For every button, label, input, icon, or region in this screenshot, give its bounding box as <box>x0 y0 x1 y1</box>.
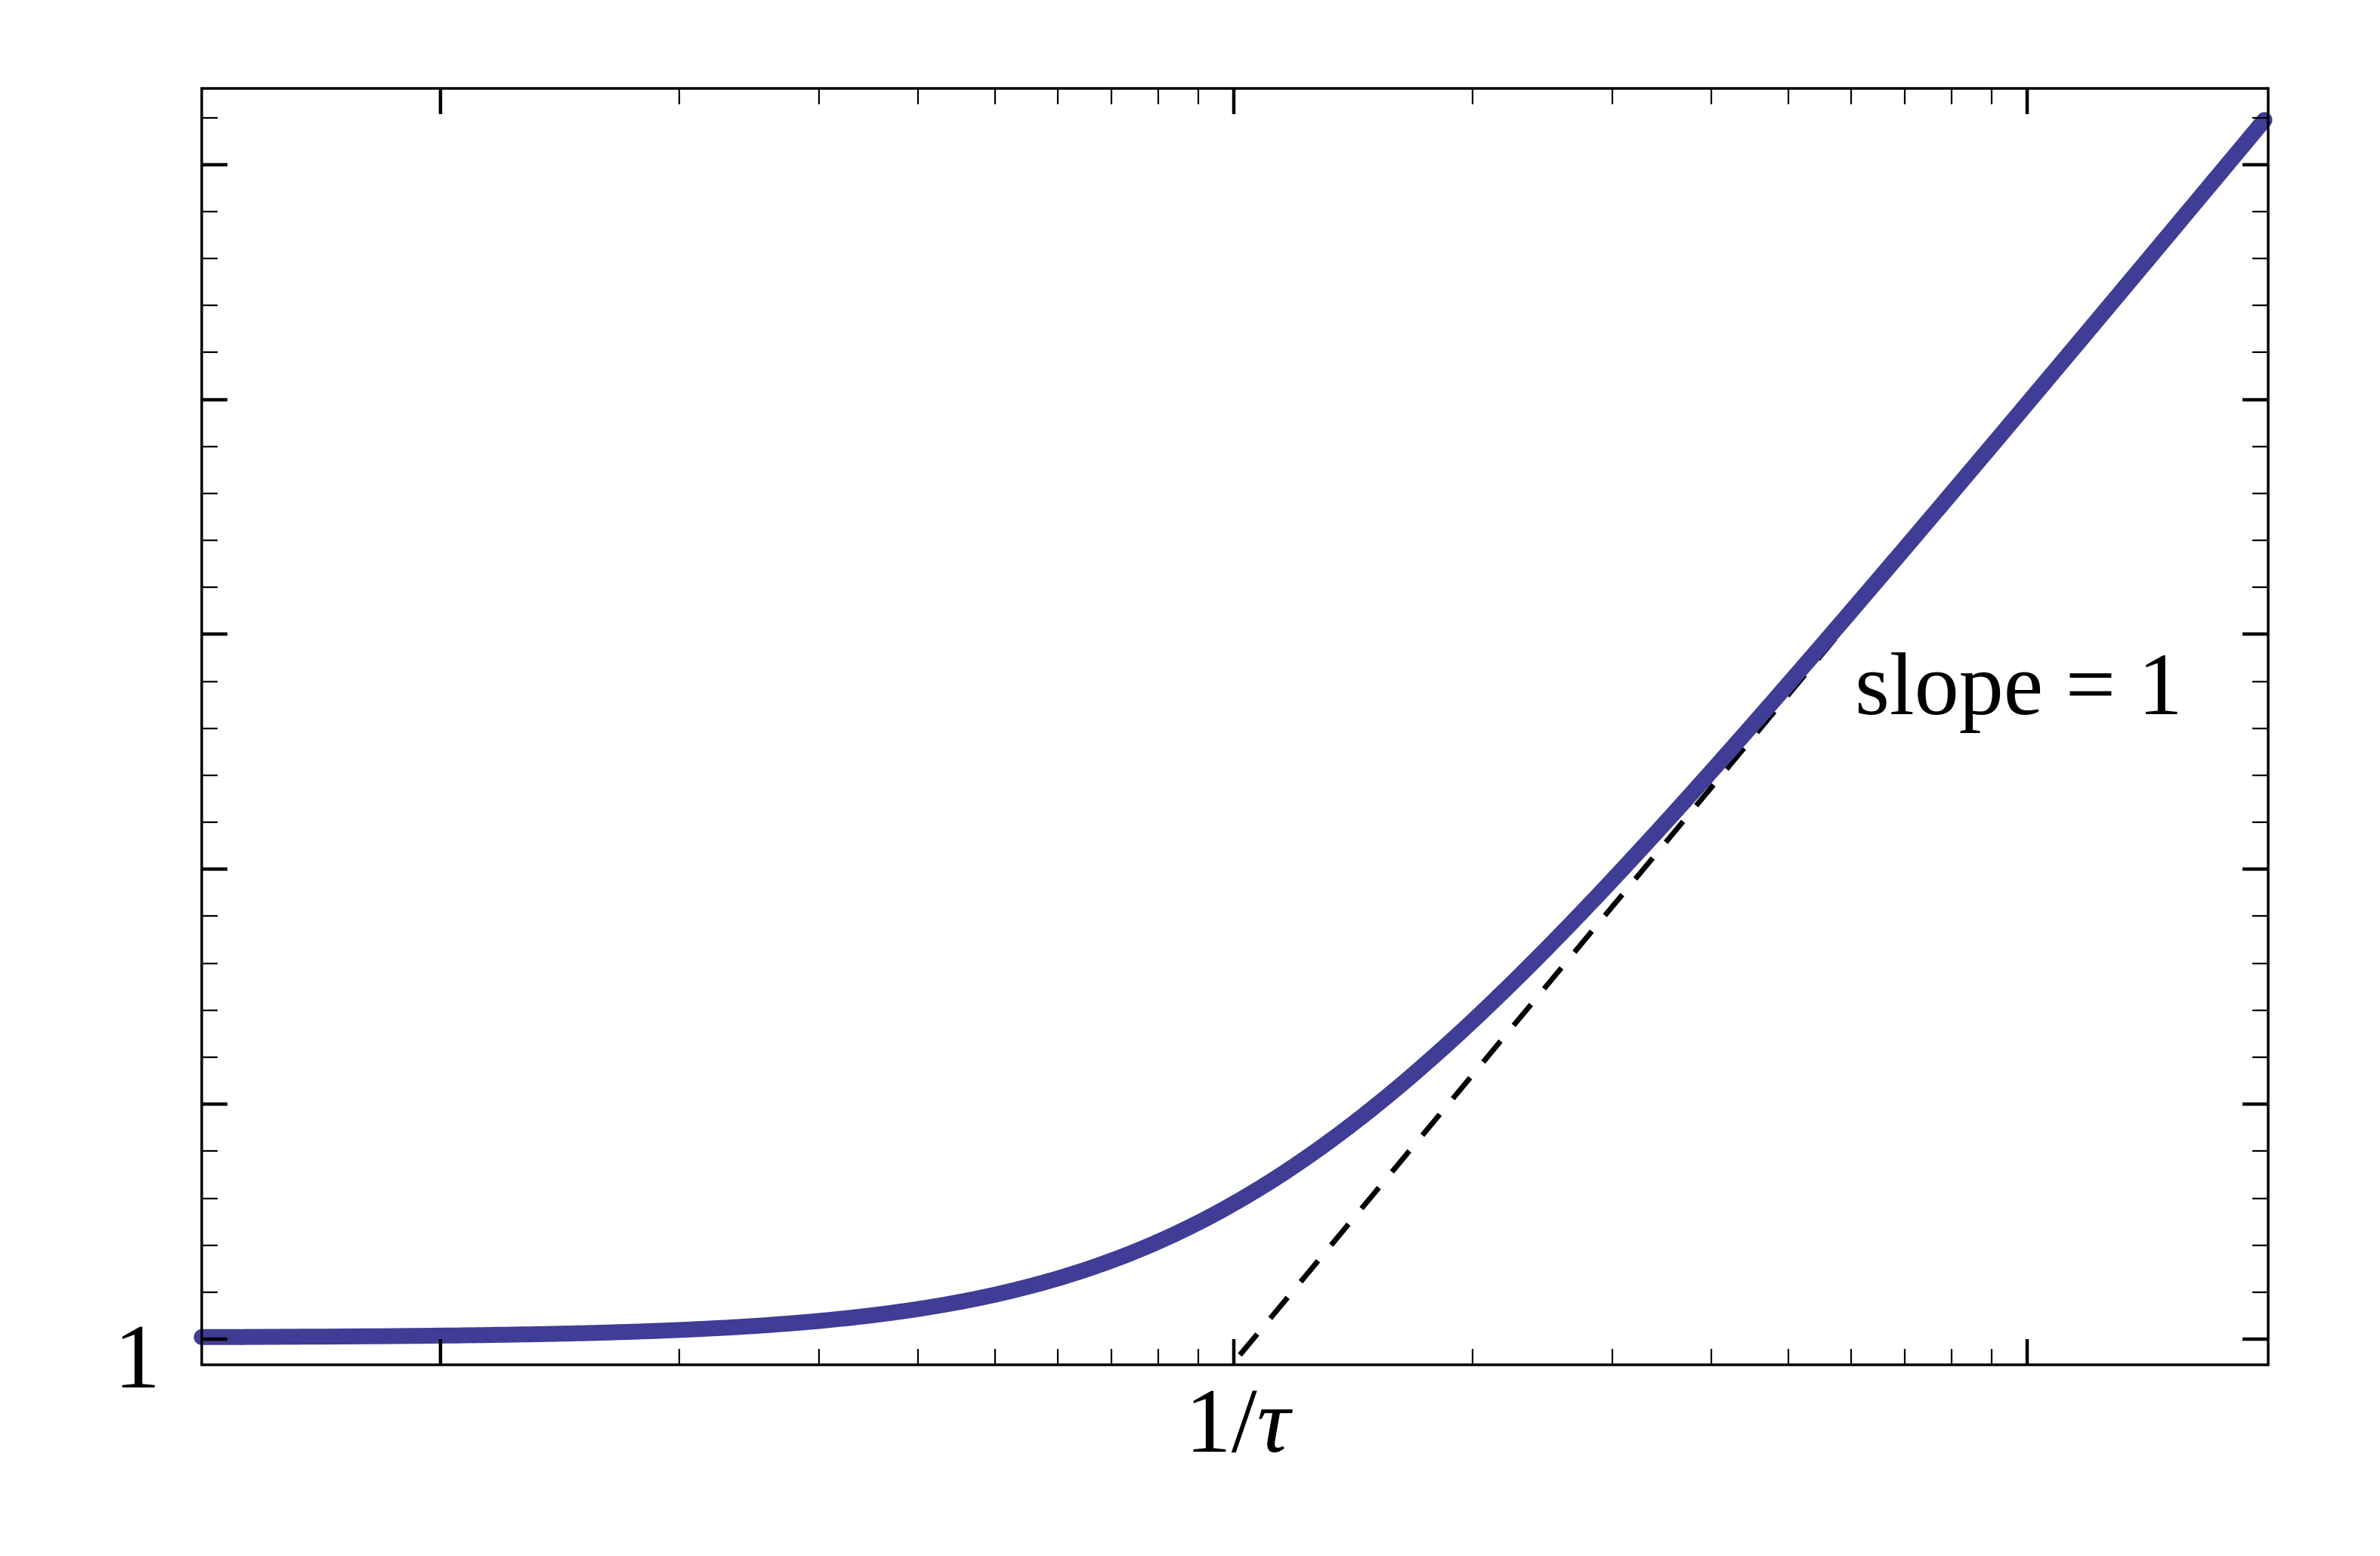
x-axis-knee-label-prefix: 1/ <box>1185 1370 1257 1472</box>
tau-symbol: τ <box>1257 1370 1294 1472</box>
slope-annotation: slope = 1 <box>1855 635 2183 734</box>
response-curve <box>193 112 2273 1345</box>
plot-geometry <box>193 87 2273 1366</box>
y-axis-origin-label: 1 <box>114 1306 160 1408</box>
x-axis-knee-label: 1/τ <box>1185 1370 1294 1472</box>
